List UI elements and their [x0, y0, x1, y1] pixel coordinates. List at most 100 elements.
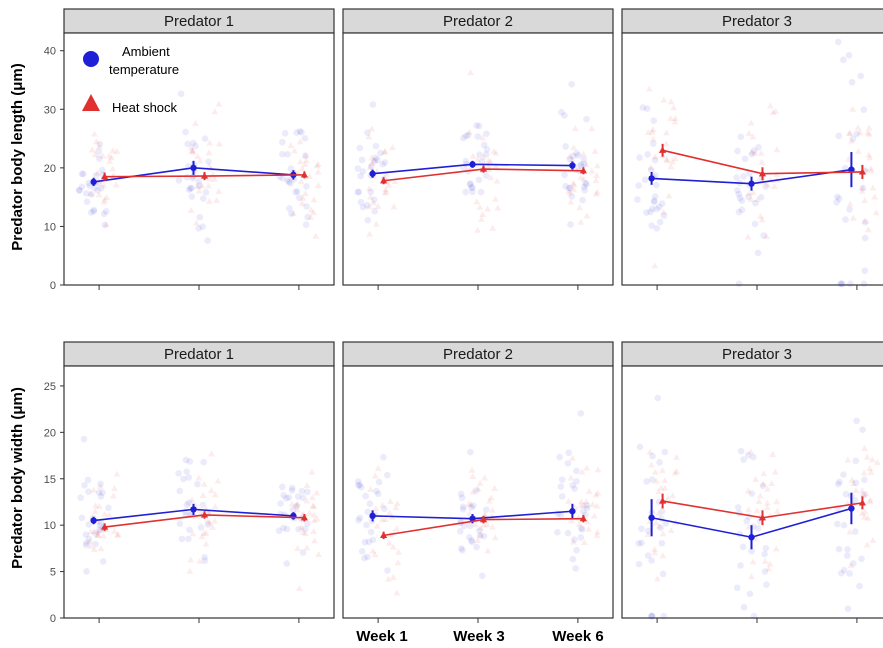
raw-point [287, 179, 294, 187]
raw-point [565, 449, 573, 457]
raw-point [662, 140, 670, 147]
raw-point [482, 172, 490, 179]
strip-label: Predator 2 [443, 13, 513, 30]
raw-point [580, 150, 587, 157]
raw-point [90, 208, 98, 215]
raw-point [92, 138, 100, 145]
raw-point [872, 209, 880, 216]
panel-width-predator-1: Predator 1 [63, 341, 335, 623]
raw-point [659, 530, 667, 537]
raw-point [583, 115, 590, 123]
raw-point [278, 483, 286, 491]
mean-point-ambient [748, 534, 755, 541]
raw-point [585, 487, 593, 494]
raw-point [867, 167, 875, 174]
raw-point [206, 175, 213, 182]
raw-point [564, 529, 572, 537]
raw-point [94, 169, 102, 176]
raw-point [105, 511, 113, 518]
raw-point [480, 141, 488, 149]
raw-point [594, 162, 601, 169]
raw-point [570, 181, 578, 188]
raw-point [391, 177, 399, 184]
raw-point [102, 221, 110, 228]
raw-point [577, 498, 585, 505]
raw-point [661, 448, 669, 456]
raw-point [185, 499, 193, 506]
raw-point [299, 549, 307, 556]
raw-point [773, 146, 781, 153]
raw-point [293, 502, 300, 509]
raw-point [669, 492, 677, 499]
raw-point [745, 129, 753, 136]
row-width: 0 5 10 15 20 25 Predator 1 Predator 2 Predator 3 [44, 341, 883, 625]
raw-point [288, 484, 296, 492]
raw-point [314, 181, 322, 188]
raw-point [852, 487, 860, 494]
strip-background [621, 341, 883, 367]
raw-point [176, 487, 184, 495]
raw-point [763, 581, 770, 588]
raw-point [489, 523, 496, 530]
raw-point [96, 155, 103, 162]
raw-point [372, 220, 380, 227]
raw-point [363, 521, 370, 529]
raw-point [207, 487, 215, 494]
raw-point [482, 506, 490, 513]
raw-point [569, 454, 576, 461]
raw-point [100, 198, 108, 205]
raw-point [366, 500, 374, 508]
raw-point [651, 545, 659, 552]
raw-point [754, 525, 762, 532]
raw-point [374, 156, 381, 164]
raw-point [88, 191, 95, 198]
raw-point [745, 189, 753, 196]
raw-point [652, 519, 660, 526]
raw-point [476, 151, 483, 159]
raw-point [178, 535, 186, 543]
raw-point [205, 149, 213, 156]
raw-point [301, 135, 309, 142]
raw-point [558, 493, 566, 500]
raw-point [569, 482, 576, 489]
mean-point-ambient [90, 178, 97, 186]
raw-point [75, 186, 83, 194]
strip-background [621, 8, 883, 34]
raw-point [493, 177, 501, 184]
raw-point [562, 143, 569, 150]
mean-point-ambient [190, 164, 197, 172]
raw-point [479, 210, 486, 217]
raw-point [188, 146, 196, 153]
raw-point [650, 198, 658, 206]
raw-point [458, 494, 466, 502]
raw-point [357, 198, 365, 206]
raw-point [284, 176, 291, 184]
raw-point [860, 106, 868, 113]
raw-point [646, 448, 654, 455]
raw-point [588, 167, 596, 174]
raw-point [748, 150, 756, 158]
raw-point [94, 531, 102, 538]
mean-point-heat-shock [101, 172, 109, 180]
raw-point [467, 448, 474, 456]
legend-ambient-marker [83, 51, 99, 67]
raw-point [78, 170, 86, 178]
raw-point [487, 157, 494, 164]
raw-point [464, 131, 472, 139]
raw-point [365, 185, 373, 192]
raw-point [850, 560, 857, 567]
raw-point [583, 464, 591, 471]
raw-point [460, 134, 467, 142]
raw-point [748, 548, 755, 555]
y-axis-title-length: Predator body length (μm) [9, 63, 26, 251]
strip-background [63, 8, 335, 34]
raw-point [643, 209, 650, 216]
raw-point [667, 115, 675, 122]
raw-point [669, 158, 676, 165]
raw-point [467, 69, 474, 76]
raw-point [200, 458, 207, 466]
raw-point [462, 188, 469, 196]
raw-point [78, 514, 86, 522]
raw-point [205, 162, 213, 169]
raw-point [593, 502, 601, 509]
